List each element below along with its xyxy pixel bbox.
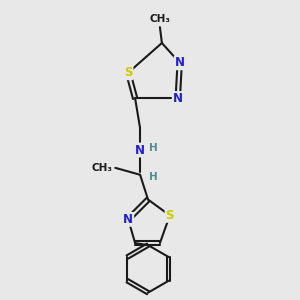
Text: S: S bbox=[124, 66, 133, 79]
Text: H: H bbox=[148, 172, 157, 182]
Text: CH₃: CH₃ bbox=[149, 14, 170, 24]
Text: CH₃: CH₃ bbox=[92, 163, 112, 173]
Text: N: N bbox=[135, 143, 145, 157]
Text: N: N bbox=[173, 92, 183, 105]
Text: N: N bbox=[175, 56, 185, 69]
Text: H: H bbox=[148, 143, 157, 153]
Text: N: N bbox=[123, 213, 133, 226]
Text: S: S bbox=[166, 209, 174, 222]
